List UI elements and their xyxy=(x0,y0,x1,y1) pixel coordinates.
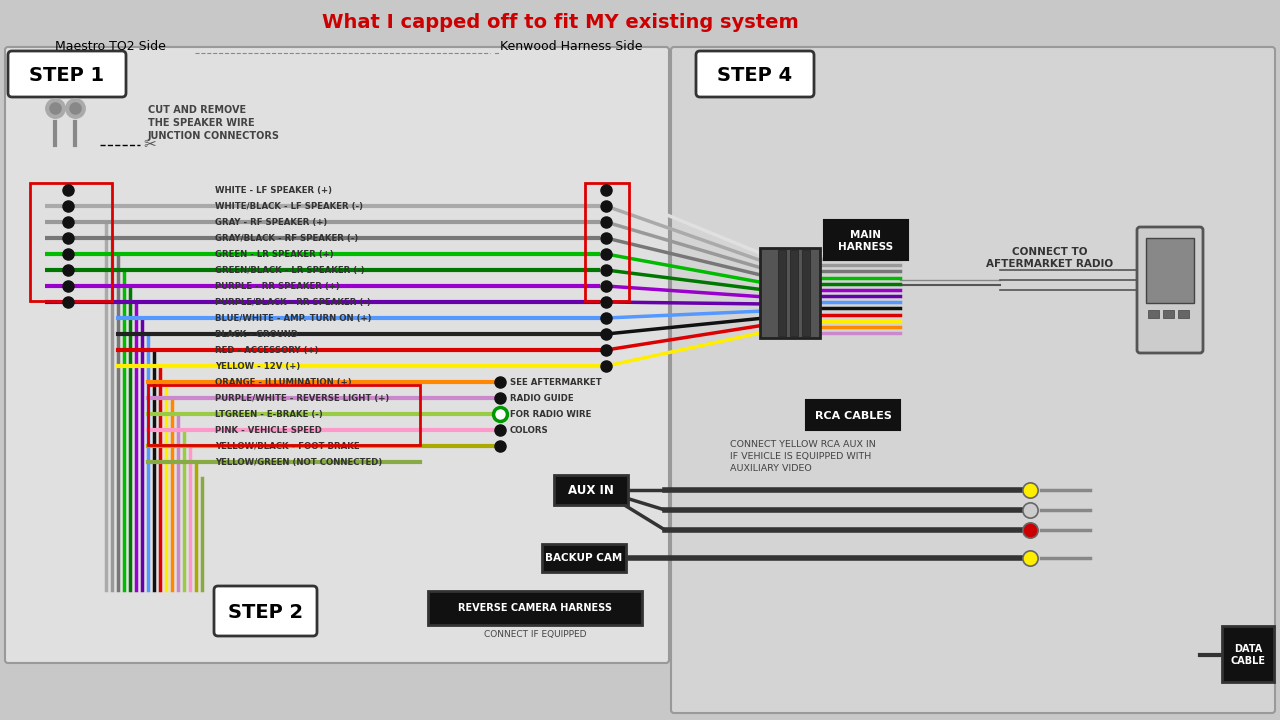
Text: STEP 4: STEP 4 xyxy=(717,66,792,84)
Bar xyxy=(1148,310,1158,318)
Text: BLACK - GROUND: BLACK - GROUND xyxy=(215,330,298,338)
Text: RED - ACCESSORY (+): RED - ACCESSORY (+) xyxy=(215,346,319,354)
Text: RCA CABLES: RCA CABLES xyxy=(814,411,891,421)
Text: PURPLE - RR SPEAKER (+): PURPLE - RR SPEAKER (+) xyxy=(215,282,339,290)
Text: ✂: ✂ xyxy=(143,138,156,153)
Text: What I capped off to fit MY existing system: What I capped off to fit MY existing sys… xyxy=(321,12,799,32)
Text: CONNECT TO
AFTERMARKET RADIO: CONNECT TO AFTERMARKET RADIO xyxy=(987,247,1114,269)
FancyBboxPatch shape xyxy=(760,248,820,338)
Text: FOR RADIO WIRE: FOR RADIO WIRE xyxy=(509,410,591,418)
Bar xyxy=(585,183,628,301)
Text: MAIN
HARNESS: MAIN HARNESS xyxy=(838,230,893,252)
FancyBboxPatch shape xyxy=(554,475,628,505)
Text: SEE AFTERMARKET: SEE AFTERMARKET xyxy=(509,377,602,387)
Text: WHITE - LF SPEAKER (+): WHITE - LF SPEAKER (+) xyxy=(215,186,332,194)
Text: RADIO GUIDE: RADIO GUIDE xyxy=(509,394,573,402)
FancyBboxPatch shape xyxy=(428,591,643,625)
Bar xyxy=(148,385,420,445)
Bar xyxy=(1146,238,1194,303)
Text: AUX IN: AUX IN xyxy=(568,484,614,497)
FancyBboxPatch shape xyxy=(214,586,317,636)
Bar xyxy=(1178,310,1189,318)
Text: BLUE/WHITE - AMP. TURN ON (+): BLUE/WHITE - AMP. TURN ON (+) xyxy=(215,313,371,323)
Bar xyxy=(29,183,113,301)
Text: DATA
CABLE: DATA CABLE xyxy=(1230,644,1266,666)
FancyBboxPatch shape xyxy=(8,51,125,97)
FancyBboxPatch shape xyxy=(1137,227,1203,353)
Text: WHITE/BLACK - LF SPEAKER (-): WHITE/BLACK - LF SPEAKER (-) xyxy=(215,202,364,210)
FancyBboxPatch shape xyxy=(696,51,814,97)
Text: GRAY - RF SPEAKER (+): GRAY - RF SPEAKER (+) xyxy=(215,217,328,227)
FancyBboxPatch shape xyxy=(5,47,669,663)
Text: REVERSE CAMERA HARNESS: REVERSE CAMERA HARNESS xyxy=(458,603,612,613)
Text: GREEN - LR SPEAKER (+): GREEN - LR SPEAKER (+) xyxy=(215,250,334,258)
Bar xyxy=(778,250,786,336)
Bar xyxy=(790,250,797,336)
Text: PINK - VEHICLE SPEED: PINK - VEHICLE SPEED xyxy=(215,426,321,434)
Text: Kenwood Harness Side: Kenwood Harness Side xyxy=(500,40,643,53)
Text: GRAY/BLACK - RF SPEAKER (-): GRAY/BLACK - RF SPEAKER (-) xyxy=(215,233,358,243)
FancyBboxPatch shape xyxy=(671,47,1275,713)
Text: YELLOW - 12V (+): YELLOW - 12V (+) xyxy=(215,361,301,371)
Text: CUT AND REMOVE
THE SPEAKER WIRE
JUNCTION CONNECTORS: CUT AND REMOVE THE SPEAKER WIRE JUNCTION… xyxy=(148,105,280,141)
FancyBboxPatch shape xyxy=(541,544,626,572)
Text: PURPLE/WHITE - REVERSE LIGHT (+): PURPLE/WHITE - REVERSE LIGHT (+) xyxy=(215,394,389,402)
Text: CONNECT IF EQUIPPED: CONNECT IF EQUIPPED xyxy=(484,630,586,639)
Text: STEP 2: STEP 2 xyxy=(228,603,303,621)
Bar xyxy=(1164,310,1174,318)
Text: CONNECT YELLOW RCA AUX IN
IF VEHICLE IS EQUIPPED WITH
AUXILIARY VIDEO: CONNECT YELLOW RCA AUX IN IF VEHICLE IS … xyxy=(730,440,876,472)
Text: YELLOW/GREEN (NOT CONNECTED): YELLOW/GREEN (NOT CONNECTED) xyxy=(215,457,383,467)
FancyBboxPatch shape xyxy=(1222,626,1274,682)
Text: BACKUP CAM: BACKUP CAM xyxy=(545,553,622,563)
Bar xyxy=(803,250,810,336)
Text: COLORS: COLORS xyxy=(509,426,549,434)
Text: GREEN/BLACK - LR SPEAKER (-): GREEN/BLACK - LR SPEAKER (-) xyxy=(215,266,365,274)
Text: Maestro TO2 Side: Maestro TO2 Side xyxy=(55,40,166,53)
Text: PURPLE/BLACK - RR SPEAKER (-): PURPLE/BLACK - RR SPEAKER (-) xyxy=(215,297,371,307)
FancyBboxPatch shape xyxy=(824,220,908,260)
Text: STEP 1: STEP 1 xyxy=(29,66,105,84)
FancyBboxPatch shape xyxy=(806,400,900,430)
Text: YELLOW/BLACK - FOOT BRAKE: YELLOW/BLACK - FOOT BRAKE xyxy=(215,441,360,451)
Text: LTGREEN - E-BRAKE (-): LTGREEN - E-BRAKE (-) xyxy=(215,410,323,418)
Text: ORANGE - ILLUMINATION (+): ORANGE - ILLUMINATION (+) xyxy=(215,377,352,387)
